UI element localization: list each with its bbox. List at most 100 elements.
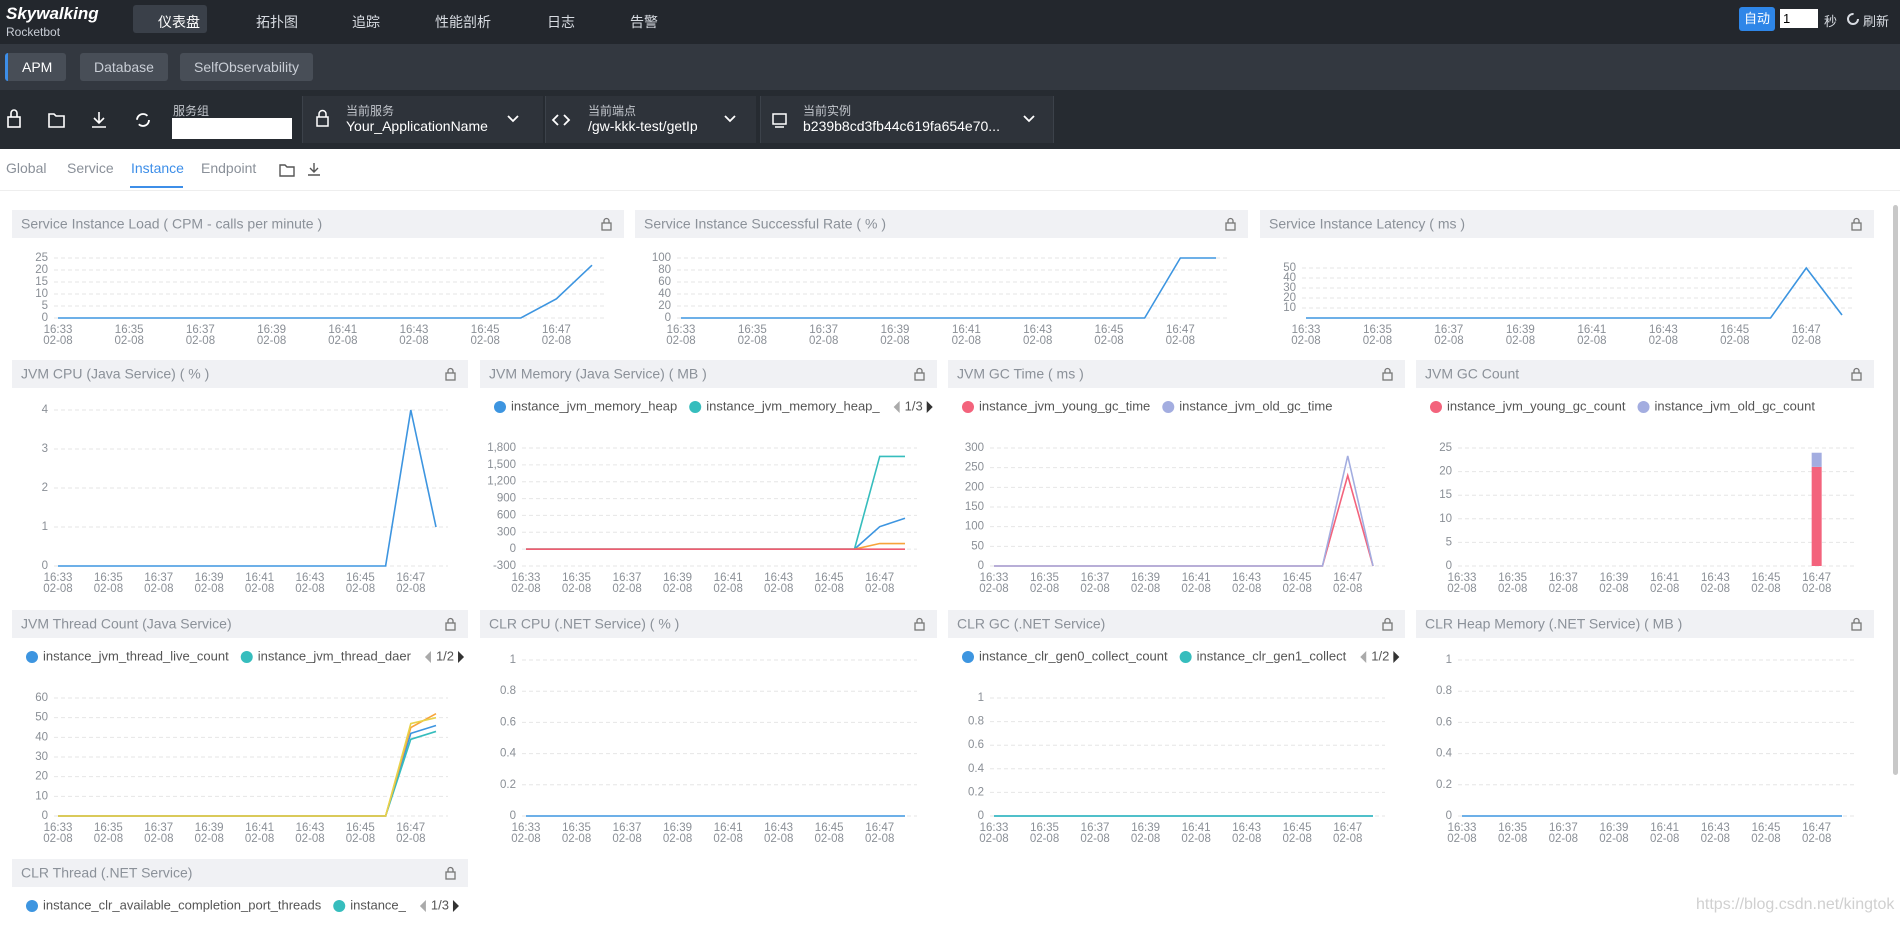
tab[interactable]: Service xyxy=(67,160,114,176)
lock-body[interactable] xyxy=(914,622,925,631)
lock-body[interactable] xyxy=(1225,222,1236,231)
x-tick-date: 02-08 xyxy=(94,833,123,845)
lock-body[interactable] xyxy=(1382,622,1393,631)
lock-body[interactable] xyxy=(445,372,456,381)
tab[interactable]: Instance xyxy=(131,160,184,176)
lock-body[interactable] xyxy=(601,222,612,231)
y-tick-label: 0 xyxy=(42,312,48,324)
x-tick-date: 02-08 xyxy=(295,583,324,595)
panel-header xyxy=(12,210,624,238)
x-tick-label: 16:35 xyxy=(562,572,591,584)
instance-select[interactable] xyxy=(760,96,1054,143)
lock-body[interactable] xyxy=(1851,222,1862,231)
legend-next[interactable] xyxy=(452,900,459,912)
interval-input[interactable]: 1 xyxy=(1780,9,1818,28)
legend-prev[interactable] xyxy=(424,651,431,663)
y-tick-label: 0.8 xyxy=(1436,685,1452,697)
legend-prev[interactable] xyxy=(419,900,426,912)
panel-title: JVM CPU (Java Service) ( % ) xyxy=(21,366,209,382)
series-line xyxy=(58,716,437,817)
brand-sub: Rocketbot xyxy=(6,25,61,39)
x-tick-label: 16:35 xyxy=(94,572,123,584)
legend-label[interactable]: instance_jvm_old_gc_count xyxy=(1655,398,1816,413)
lock-body[interactable] xyxy=(445,871,456,880)
legend-prev[interactable] xyxy=(893,401,900,413)
y-tick-label: 0 xyxy=(42,560,48,572)
x-tick-date: 02-08 xyxy=(144,833,173,845)
legend-label[interactable]: instance_clr_gen0_collect_count xyxy=(979,648,1168,663)
y-tick-label: 300 xyxy=(497,526,516,538)
panel: CLR GC (.NET Service) instance_clr_gen0_c… xyxy=(948,610,1405,845)
legend-next[interactable] xyxy=(458,651,465,663)
layer-tab[interactable]: APM xyxy=(5,53,67,81)
nav-item[interactable]: 拓扑图 xyxy=(256,14,298,30)
y-tick-label: 0.4 xyxy=(500,748,517,760)
lock-body[interactable] xyxy=(1382,372,1393,381)
auto-button[interactable]: 自动 xyxy=(1739,7,1775,31)
group-input[interactable] xyxy=(172,118,292,139)
legend-label[interactable]: instance_ xyxy=(350,897,406,912)
x-tick-label: 16:35 xyxy=(1498,822,1527,834)
x-tick-label: 16:45 xyxy=(1095,324,1124,336)
layer-tab[interactable]: Database xyxy=(80,53,168,81)
endpoint-select[interactable] xyxy=(545,96,756,143)
bar-segment xyxy=(1811,466,1822,566)
x-tick-date: 02-08 xyxy=(43,583,72,595)
x-tick-label: 16:47 xyxy=(865,572,894,584)
legend-label[interactable]: instance_jvm_young_gc_count xyxy=(1447,398,1626,413)
x-tick-label: 16:47 xyxy=(1333,822,1362,834)
legend-label[interactable]: instance_jvm_memory_heap xyxy=(511,398,677,413)
x-tick-date: 02-08 xyxy=(43,335,72,347)
legend-label[interactable]: instance_jvm_thread_live_count xyxy=(43,648,229,663)
series-line xyxy=(526,517,906,550)
lock-body[interactable] xyxy=(445,622,456,631)
lock-body[interactable] xyxy=(1851,622,1862,631)
tab[interactable]: Endpoint xyxy=(201,160,257,176)
legend-label[interactable]: instance_clr_gen1_collect xyxy=(1197,648,1347,663)
x-tick-label: 16:45 xyxy=(815,822,844,834)
x-tick-date: 02-08 xyxy=(470,335,499,347)
panel-header xyxy=(948,360,1405,388)
nav-item[interactable]: 追踪 xyxy=(352,14,380,30)
x-tick-label: 16:37 xyxy=(186,324,215,336)
x-tick-label: 16:39 xyxy=(663,572,692,584)
legend-next[interactable] xyxy=(1393,651,1400,663)
toolbar: 服务组 当前服务 Your_ApplicationName 当前端点 /gw-k… xyxy=(0,90,1900,149)
x-tick-label: 16:41 xyxy=(1182,822,1211,834)
legend-label[interactable]: instance_jvm_old_gc_time xyxy=(1179,398,1332,413)
legend-label[interactable]: instance_jvm_thread_daer xyxy=(258,648,412,663)
nav-item[interactable]: 性能剖析 xyxy=(435,14,491,30)
legend-label[interactable]: instance_jvm_young_gc_time xyxy=(979,398,1150,413)
service-select[interactable] xyxy=(302,96,543,143)
lock-body[interactable] xyxy=(914,372,925,381)
lock-shackle xyxy=(1853,367,1860,373)
x-tick-date: 02-08 xyxy=(328,335,357,347)
y-tick-label: 15 xyxy=(1439,489,1452,501)
legend-marker xyxy=(1637,401,1650,413)
service-label: 当前服务 xyxy=(346,104,395,118)
legend-label[interactable]: instance_jvm_memory_heap_ xyxy=(706,398,880,413)
y-tick-label: 40 xyxy=(658,288,671,300)
series-line xyxy=(58,730,437,817)
tab-bar: Global Service Instance Endpoint xyxy=(0,149,1900,191)
layer-tab[interactable]: SelfObservability xyxy=(180,53,314,81)
x-tick-date: 02-08 xyxy=(144,583,173,595)
instance-value: b239b8cd3fb44c619fa654e70... xyxy=(803,118,1000,134)
x-tick-date: 02-08 xyxy=(1333,833,1362,845)
legend-label[interactable]: instance_clr_available_completion_port_t… xyxy=(43,897,322,912)
legend-prev[interactable] xyxy=(1360,651,1367,663)
x-tick-label: 16:47 xyxy=(542,324,571,336)
y-tick-label: 0.6 xyxy=(968,739,984,751)
refresh[interactable]: 刷新 xyxy=(1863,14,1890,29)
lock-body[interactable] xyxy=(1851,372,1862,381)
nav-item[interactable]: 告警 xyxy=(630,14,658,30)
legend-next[interactable] xyxy=(926,401,933,413)
nav-item[interactable]: 仪表盘 xyxy=(158,14,200,30)
tab[interactable]: Global xyxy=(6,160,47,176)
nav-item[interactable]: 日志 xyxy=(547,14,575,30)
y-tick-label: 300 xyxy=(965,442,984,454)
x-tick-date: 02-08 xyxy=(764,583,793,595)
panel-header xyxy=(1416,360,1874,388)
x-tick-date: 02-08 xyxy=(1498,833,1527,845)
series-line xyxy=(526,455,905,550)
